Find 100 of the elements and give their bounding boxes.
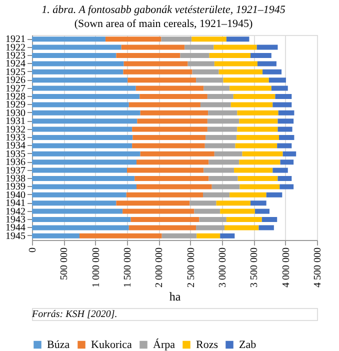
bar bbox=[271, 86, 288, 91]
bar bbox=[220, 233, 235, 238]
bar bbox=[124, 61, 188, 66]
text: Forrás: KSH [2020]. bbox=[31, 309, 118, 320]
bar bbox=[272, 102, 292, 108]
bar bbox=[220, 208, 255, 214]
x-tick-label: 0 bbox=[28, 248, 38, 252]
bar bbox=[209, 53, 250, 58]
bar bbox=[238, 176, 278, 181]
bar bbox=[208, 160, 240, 165]
bar bbox=[128, 225, 196, 230]
bar bbox=[204, 86, 230, 91]
bar bbox=[237, 126, 278, 132]
bar bbox=[218, 69, 263, 74]
bar bbox=[256, 44, 278, 50]
bar bbox=[196, 233, 220, 238]
bar bbox=[216, 200, 250, 206]
bar bbox=[214, 44, 257, 50]
bar bbox=[32, 94, 140, 99]
bar bbox=[239, 118, 278, 124]
bar bbox=[272, 168, 288, 173]
bar bbox=[116, 53, 180, 58]
bar bbox=[32, 184, 136, 190]
bar bbox=[32, 69, 124, 74]
bar bbox=[282, 151, 296, 156]
bar bbox=[266, 192, 282, 198]
bar bbox=[134, 176, 209, 181]
x-tick-label: 1 500 000 bbox=[122, 248, 134, 288]
x-tick-label: 1 000 000 bbox=[90, 248, 102, 288]
bar bbox=[32, 44, 122, 50]
bar bbox=[140, 110, 208, 116]
bar bbox=[280, 160, 294, 165]
bar bbox=[206, 135, 237, 140]
legend-label: Kukorica bbox=[91, 338, 132, 351]
bar bbox=[242, 151, 283, 156]
bar bbox=[140, 94, 208, 99]
bar bbox=[203, 192, 230, 198]
bar bbox=[32, 86, 136, 91]
bar bbox=[130, 217, 200, 222]
bar bbox=[233, 94, 276, 99]
bar bbox=[235, 143, 278, 148]
bar bbox=[196, 225, 225, 230]
y-tick-label: 1923 bbox=[6, 50, 26, 62]
chart-title: 1. ábra. A fontosabb gabonák vetésterülete, 1921–1945 bbox=[42, 4, 286, 16]
x-tick-label: 2 000 000 bbox=[154, 248, 166, 288]
y-tick-label: 1925 bbox=[6, 66, 26, 78]
x-tick-label: 3 000 000 bbox=[218, 248, 228, 288]
bar bbox=[192, 36, 226, 42]
bar bbox=[32, 192, 126, 198]
bar bbox=[199, 217, 226, 222]
bar bbox=[32, 126, 132, 132]
y-tick-label: 1935 bbox=[6, 148, 26, 160]
bar bbox=[128, 102, 200, 108]
bar bbox=[234, 168, 273, 173]
bar bbox=[32, 61, 124, 66]
bar bbox=[121, 44, 185, 50]
bar bbox=[262, 69, 282, 74]
bar bbox=[32, 102, 129, 108]
bar bbox=[262, 217, 278, 222]
bar bbox=[224, 225, 259, 230]
x-axis-title: ha bbox=[169, 290, 182, 304]
bar bbox=[122, 208, 194, 214]
bar bbox=[226, 36, 250, 42]
bar bbox=[207, 118, 240, 124]
bar bbox=[214, 61, 258, 66]
bar bbox=[105, 36, 162, 42]
bar bbox=[207, 126, 238, 132]
bar bbox=[32, 200, 116, 206]
bar bbox=[32, 176, 135, 181]
bar bbox=[240, 184, 280, 190]
bar bbox=[258, 225, 274, 230]
bar bbox=[116, 200, 190, 206]
y-tick-label: 1945 bbox=[6, 230, 26, 242]
bar bbox=[192, 69, 219, 74]
legend-label: Rozs bbox=[196, 338, 218, 351]
bar bbox=[128, 78, 196, 83]
bar bbox=[196, 78, 224, 83]
x-tick-label: 3 500 000 bbox=[249, 248, 260, 288]
bar bbox=[32, 160, 136, 165]
bar bbox=[126, 192, 203, 198]
bar bbox=[279, 135, 294, 140]
bar bbox=[278, 110, 294, 116]
chart-subtitle: (Sown area of main cereals, 1921–1945) bbox=[74, 18, 254, 30]
bar bbox=[32, 208, 123, 214]
bar bbox=[254, 208, 270, 214]
bar bbox=[32, 151, 140, 156]
y-tick-label: 1930 bbox=[6, 108, 26, 119]
bar bbox=[136, 160, 209, 165]
bar bbox=[250, 200, 266, 206]
bar bbox=[136, 86, 204, 91]
bar bbox=[275, 94, 292, 99]
bar bbox=[32, 225, 129, 230]
bar bbox=[32, 53, 116, 58]
bar bbox=[140, 151, 214, 156]
bar bbox=[212, 184, 240, 190]
bar bbox=[132, 135, 206, 140]
bar bbox=[136, 184, 212, 190]
bar bbox=[132, 143, 205, 148]
bar bbox=[230, 86, 272, 91]
bar bbox=[204, 168, 234, 173]
